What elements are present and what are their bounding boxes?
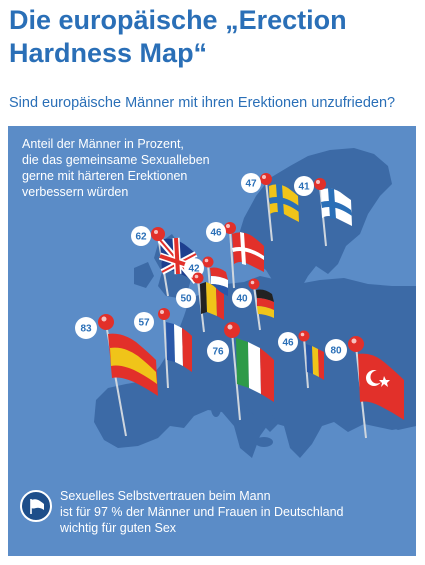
pin-head xyxy=(348,336,364,352)
pct-label: 83 xyxy=(80,324,92,335)
pct-badge xyxy=(206,222,226,242)
flag-netherlands xyxy=(210,267,228,280)
pct-label: 41 xyxy=(298,182,310,193)
landmass-scandinavia xyxy=(236,148,392,298)
pct-badge xyxy=(294,176,314,196)
pin-head xyxy=(192,272,204,284)
legend-line: verbessern würden xyxy=(22,185,129,199)
marker-sweden: 47 xyxy=(241,173,299,242)
legend-line: Anteil der Männer in Prozent, xyxy=(22,137,184,151)
legend-line: die das gemeinsame Sexualleben xyxy=(22,153,210,167)
pin-head xyxy=(202,256,214,268)
flag-belgium xyxy=(200,282,207,314)
pin-head xyxy=(158,308,170,320)
landmass-corsica xyxy=(214,381,222,395)
flag-italy xyxy=(236,338,249,388)
marker-finland: 41 xyxy=(294,176,352,247)
marker-belgium: 50 xyxy=(176,272,224,333)
europe-map: 47 41 62 xyxy=(75,148,416,458)
page-title: Die europäische „Erection Hardness Map“ xyxy=(9,4,419,70)
legend-text: Anteil der Männer in Prozent, die das ge… xyxy=(22,136,252,200)
pin-head xyxy=(248,278,260,290)
landmass-sicily xyxy=(255,437,273,447)
map-panel: 47 41 62 xyxy=(8,126,416,556)
footer-line: wichtig für guten Sex xyxy=(60,521,177,535)
subtitle: Sind europäische Männer mit ihren Erekti… xyxy=(9,95,396,111)
pct-badge xyxy=(232,288,252,308)
pin-head xyxy=(298,330,310,342)
pct-badge xyxy=(75,317,97,339)
pct-label: 57 xyxy=(138,318,150,329)
landmass-ireland xyxy=(134,262,154,288)
title-line-2: Hardness Map“ xyxy=(9,38,208,68)
pct-label: 46 xyxy=(282,338,294,349)
flag-icon xyxy=(20,490,52,522)
pct-label: 80 xyxy=(330,346,342,357)
pct-badge xyxy=(278,332,298,352)
landmass-sardinia xyxy=(211,399,221,417)
marker-denmark: 46 xyxy=(206,222,264,289)
pct-label: 76 xyxy=(212,347,224,358)
legend-line: gerne mit härteren Erektionen xyxy=(22,169,188,183)
flag-france xyxy=(166,322,175,362)
footer-text: Sexuelles Selbstvertrauen beim Mann ist … xyxy=(60,488,400,536)
pct-badge xyxy=(241,173,261,193)
pct-label: 50 xyxy=(180,294,192,305)
pct-badge xyxy=(176,288,196,308)
marker-romania: 46 xyxy=(278,330,324,389)
flag-romania xyxy=(306,344,313,374)
flag-turkey xyxy=(358,353,404,420)
marker-spain: 83 xyxy=(75,314,158,437)
footer-note: Sexuelles Selbstvertrauen beim Mann ist … xyxy=(20,488,410,546)
marker-turkey: 80 xyxy=(325,336,404,439)
pin-head xyxy=(314,178,326,190)
pct-badge xyxy=(207,340,229,362)
pct-badge xyxy=(131,226,151,246)
pct-label: 62 xyxy=(135,232,147,243)
pct-badge xyxy=(325,339,347,361)
marker-netherlands: 42 xyxy=(184,256,228,313)
pct-label: 42 xyxy=(188,264,200,275)
title-line-1: Die europäische „Erection xyxy=(9,5,347,35)
pct-badge xyxy=(134,312,154,332)
marker-france: 57 xyxy=(134,308,192,389)
pin-head xyxy=(98,314,114,330)
pct-label: 46 xyxy=(210,228,222,239)
marker-germany: 40 xyxy=(232,278,274,331)
flag-germany xyxy=(256,289,274,302)
pin-head xyxy=(224,322,240,338)
pct-label: 40 xyxy=(236,294,248,305)
footer-line: ist für 97 % der Männer und Frauen in De… xyxy=(60,505,344,519)
marker-italy: 76 xyxy=(207,322,274,421)
pin-head xyxy=(151,227,165,241)
footer-line: Sexuelles Selbstvertrauen beim Mann xyxy=(60,489,271,503)
pin-head xyxy=(260,173,272,185)
pct-label: 47 xyxy=(245,179,257,190)
